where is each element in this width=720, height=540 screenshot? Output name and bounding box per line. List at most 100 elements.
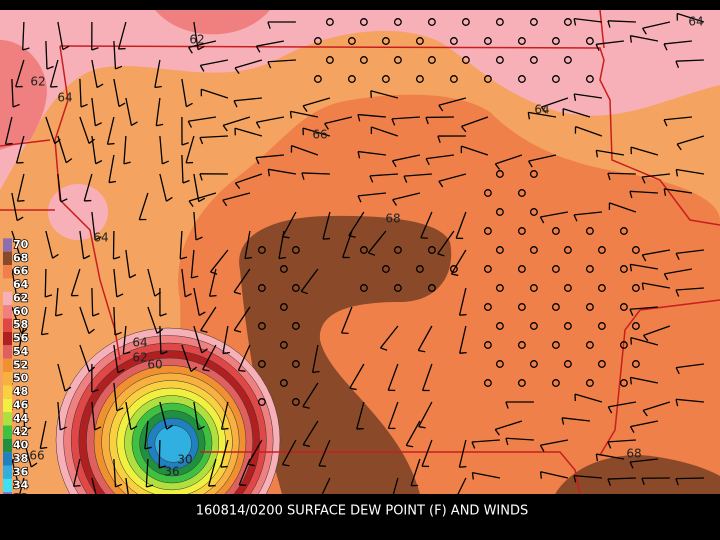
wind-barb bbox=[11, 192, 18, 221]
legend-label: 68 bbox=[13, 251, 28, 264]
legend-label: 60 bbox=[13, 305, 29, 318]
wind-barb-tick bbox=[45, 294, 53, 298]
wind-barb bbox=[405, 420, 421, 446]
wind-barb bbox=[418, 401, 433, 428]
wind-barb bbox=[458, 439, 467, 468]
wind-barb-tick bbox=[41, 332, 49, 336]
color-legend: 7068666462605856545250484644424038363432 bbox=[3, 237, 29, 506]
wind-barb bbox=[302, 97, 331, 107]
calm-wind bbox=[495, 18, 504, 26]
legend-label: 36 bbox=[13, 465, 29, 478]
contour-label: 62 bbox=[189, 33, 204, 47]
calm-wind bbox=[529, 246, 538, 254]
wind-barb bbox=[450, 249, 467, 275]
wind-barb bbox=[11, 230, 22, 258]
wind-barb bbox=[541, 97, 569, 108]
wind-barb-tick bbox=[80, 103, 88, 108]
legend-label: 38 bbox=[13, 452, 28, 465]
calm-wind bbox=[415, 37, 424, 45]
wind-barb-tick bbox=[199, 65, 205, 72]
wind-barb-tick bbox=[505, 438, 509, 446]
contour-ring bbox=[154, 425, 192, 463]
legend-label: 46 bbox=[13, 398, 29, 411]
wind-barb bbox=[199, 135, 228, 139]
wind-barb bbox=[495, 420, 523, 431]
wind-barb-tick bbox=[20, 252, 27, 259]
wind-barb-tick bbox=[675, 399, 679, 407]
dewpoint-60 bbox=[0, 40, 47, 150]
wind-barb bbox=[278, 230, 285, 259]
wind-barb bbox=[91, 287, 94, 317]
legend-label: 62 bbox=[13, 291, 28, 304]
wind-barb-tick bbox=[641, 478, 645, 486]
wind-barb bbox=[291, 144, 319, 156]
wind-barb-tick bbox=[95, 160, 103, 165]
wind-barb-tick bbox=[233, 291, 241, 295]
wind-barb bbox=[91, 59, 98, 88]
wind-barb bbox=[392, 192, 421, 201]
wind-barb bbox=[11, 306, 23, 334]
calm-wind bbox=[495, 246, 504, 254]
wind-barb-tick bbox=[300, 290, 309, 295]
wind-barb-tick bbox=[675, 289, 680, 297]
wind-barb bbox=[675, 59, 704, 62]
wind-barb bbox=[356, 401, 365, 430]
wind-barb bbox=[79, 306, 90, 334]
wind-barb-tick bbox=[322, 237, 331, 240]
wind-barb-tick bbox=[198, 311, 206, 317]
calm-wind bbox=[619, 303, 628, 311]
wind-barb-tick bbox=[607, 406, 613, 414]
wind-barb bbox=[676, 168, 704, 175]
legend-swatch bbox=[3, 331, 12, 346]
wind-barb-tick bbox=[162, 160, 169, 165]
wind-barb bbox=[23, 439, 32, 468]
calm-wind bbox=[291, 246, 300, 254]
wind-barb-tick bbox=[289, 111, 292, 119]
wind-barb bbox=[675, 398, 704, 403]
wind-barb bbox=[459, 325, 467, 354]
dewpoint-62 bbox=[0, 10, 720, 190]
wind-barb-tick bbox=[73, 484, 81, 487]
wind-barb bbox=[158, 439, 161, 469]
wind-barb bbox=[79, 116, 90, 144]
wind-barb-tick bbox=[539, 216, 545, 224]
wind-barb-tick bbox=[123, 351, 131, 355]
wind-barb-tick bbox=[30, 462, 38, 468]
wind-barb bbox=[575, 125, 603, 137]
calm-wind bbox=[619, 227, 628, 235]
wind-barb bbox=[179, 230, 183, 259]
caption-bar bbox=[0, 494, 720, 540]
wind-barb bbox=[630, 376, 659, 384]
wind-barb bbox=[675, 477, 704, 480]
calm-wind bbox=[381, 75, 390, 83]
wind-barb-tick bbox=[94, 236, 102, 241]
wind-barb-tick bbox=[17, 199, 25, 202]
calm-wind bbox=[483, 189, 492, 197]
wind-barb bbox=[193, 325, 203, 354]
wind-barb bbox=[125, 97, 133, 126]
wind-barb bbox=[200, 59, 229, 67]
wind-barb bbox=[349, 363, 365, 389]
wind-barb bbox=[505, 437, 534, 441]
wind-barb bbox=[426, 154, 454, 160]
wind-barb-tick bbox=[188, 47, 193, 54]
calm-wind bbox=[563, 18, 572, 26]
wind-barb-tick bbox=[55, 313, 63, 317]
wind-barb bbox=[282, 211, 297, 237]
wind-barb bbox=[281, 439, 297, 465]
calm-wind bbox=[631, 360, 640, 368]
legend-swatch bbox=[3, 358, 12, 372]
wind-barb bbox=[676, 135, 705, 145]
wind-barb-tick bbox=[144, 446, 152, 450]
wind-barb-tick bbox=[154, 85, 162, 89]
calm-wind bbox=[619, 341, 628, 349]
wind-barb-tick bbox=[675, 253, 680, 260]
wind-barb-tick bbox=[573, 18, 577, 26]
contour-label: 66 bbox=[312, 128, 327, 142]
wind-barb bbox=[44, 268, 47, 298]
wind-barb bbox=[596, 40, 624, 45]
wind-barb bbox=[91, 211, 96, 240]
wind-barb bbox=[420, 211, 433, 238]
